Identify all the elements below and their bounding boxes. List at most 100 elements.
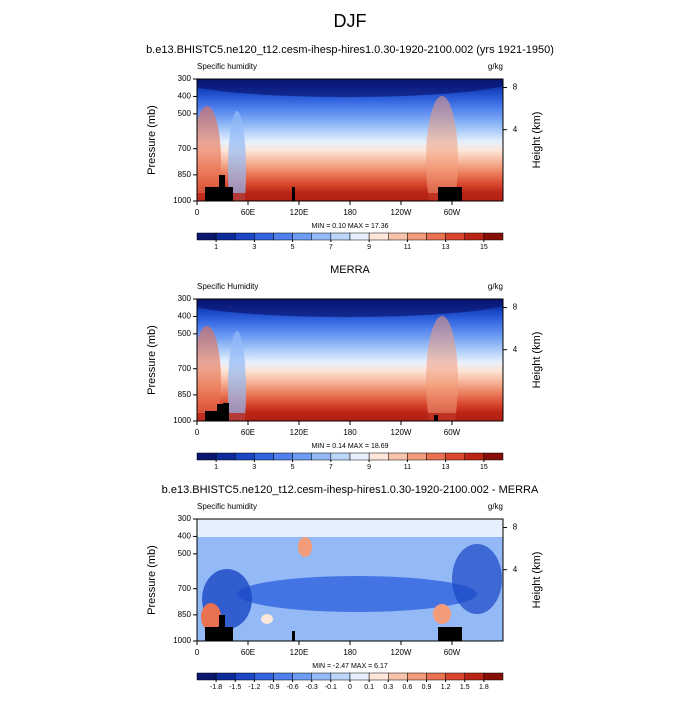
y-tick-label: 300 — [178, 514, 192, 523]
colorbar-box — [273, 672, 293, 681]
x-tick-label: 120E — [290, 428, 309, 437]
stats: MIN = 0.10 MAX = 17.36 — [311, 223, 388, 230]
moist-plume — [197, 106, 221, 201]
y-tick-label: 300 — [178, 74, 192, 83]
colorbar-label: 1 — [214, 464, 218, 471]
units-label: g/kg — [488, 502, 503, 511]
colorbar-box — [407, 672, 427, 681]
colorbar-box — [330, 452, 351, 461]
pos-blob — [201, 603, 221, 631]
colorbar-box — [311, 232, 332, 241]
y2-axis-title: Height (km) — [531, 552, 543, 609]
topography — [292, 187, 295, 201]
y-tick-label: 500 — [178, 109, 192, 118]
x-tick-label: 0 — [195, 208, 200, 217]
topography — [219, 175, 225, 201]
moist-plume — [197, 326, 221, 421]
moist-plume — [426, 316, 458, 421]
colorbar-label: 1.2 — [441, 684, 451, 691]
x-tick-label: 120W — [391, 648, 412, 657]
stats: MIN = -2.47 MAX = 6.17 — [312, 663, 388, 670]
colorbar-box — [235, 232, 255, 241]
colorbar-box — [483, 672, 504, 681]
colorbar-box — [388, 672, 408, 681]
colorbar-box — [445, 672, 465, 681]
x-tick-label: 60E — [241, 648, 255, 657]
topography — [434, 415, 438, 421]
y2-axis-title: Height (km) — [531, 112, 543, 169]
colorbar-label: 1 — [214, 244, 218, 251]
colorbar-box — [254, 232, 274, 241]
neg-band — [452, 544, 502, 614]
colorbar-label: -0.1 — [325, 684, 337, 691]
colorbar-box — [254, 452, 274, 461]
contour-field — [197, 79, 503, 201]
colorbar-label: 15 — [480, 464, 488, 471]
y-tick-label: 850 — [178, 610, 192, 619]
colorbar-label: 0.6 — [403, 684, 413, 691]
topography — [219, 615, 225, 641]
dry-top — [197, 299, 503, 317]
colorbar-box — [388, 232, 408, 241]
moist-plume — [426, 96, 458, 201]
y-tick-label: 850 — [178, 390, 192, 399]
y-tick-label: 1000 — [173, 196, 191, 205]
colorbar-box — [196, 452, 217, 461]
colorbar-label: 7 — [329, 244, 333, 251]
y2-tick-label: 4 — [513, 345, 518, 354]
colorbar-box — [292, 672, 312, 681]
colorbar-box — [273, 452, 293, 461]
x-tick-label: 120E — [290, 648, 309, 657]
colorbar-box — [445, 232, 465, 241]
colorbar-label: -1.2 — [248, 684, 260, 691]
colorbar-label: 11 — [404, 464, 411, 471]
colorbar-box — [368, 672, 389, 681]
colorbar-label: -0.6 — [287, 684, 299, 691]
x-tick-label: 60E — [241, 208, 255, 217]
colorbar-box — [445, 452, 465, 461]
colorbar-box — [426, 672, 446, 681]
panel-title: MERRA — [330, 264, 370, 276]
colorbar-box — [368, 232, 389, 241]
pos-blob — [298, 537, 312, 557]
colorbar-box — [483, 232, 504, 241]
colorbar-label: -0.9 — [267, 684, 279, 691]
y-axis-title: Pressure (mb) — [146, 105, 158, 175]
colorbar-label: 9 — [367, 244, 371, 251]
y-axis-title: Pressure (mb) — [146, 325, 158, 395]
y-tick-label: 1000 — [173, 416, 191, 425]
x-tick-label: 60E — [241, 428, 255, 437]
colorbar-box — [215, 232, 236, 241]
colorbar-box — [235, 452, 255, 461]
colorbar-label: 11 — [404, 244, 411, 251]
y-tick-label: 400 — [178, 532, 192, 541]
colorbar-label: 0.9 — [422, 684, 432, 691]
colorbar-label: 0.3 — [383, 684, 393, 691]
units-label: g/kg — [488, 62, 503, 71]
upper — [197, 519, 503, 537]
colorbar-box — [407, 232, 427, 241]
topography — [438, 187, 462, 201]
y2-tick-label: 4 — [513, 125, 518, 134]
left-label: Specific Humidity — [197, 282, 258, 291]
colorbar-box — [349, 452, 370, 461]
contour-field — [197, 299, 503, 421]
x-tick-label: 60W — [444, 648, 461, 657]
neg-band — [237, 576, 477, 612]
colorbar-box — [196, 232, 217, 241]
dry-tongue — [228, 111, 246, 201]
pos-blob — [261, 614, 273, 624]
colorbar-label: 13 — [442, 464, 450, 471]
colorbar-label: 0.1 — [364, 684, 374, 691]
x-tick-label: 60W — [444, 208, 461, 217]
colorbar-label: -0.3 — [306, 684, 318, 691]
colorbar-box — [254, 672, 274, 681]
colorbar-label: 13 — [442, 244, 450, 251]
x-tick-label: 180 — [343, 208, 357, 217]
colorbar-label: 15 — [480, 244, 488, 251]
x-tick-label: 120E — [290, 208, 309, 217]
y2-tick-label: 8 — [513, 523, 518, 532]
colorbar-box — [215, 672, 236, 681]
x-tick-label: 120W — [391, 428, 412, 437]
colorbar-box — [330, 232, 351, 241]
